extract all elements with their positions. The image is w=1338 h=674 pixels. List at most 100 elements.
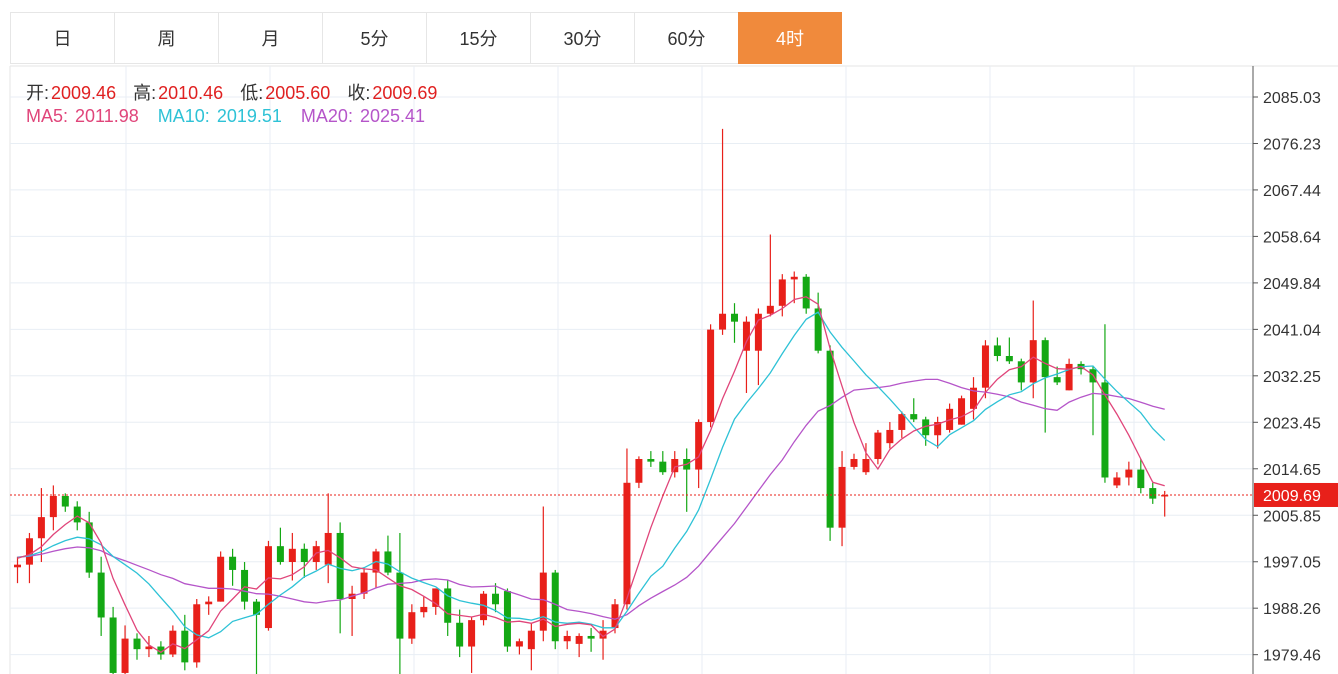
last-price-label: 2009.69 [1263,488,1321,505]
candle-body [1041,340,1049,378]
candle-body [886,429,894,444]
candle-body [1125,469,1133,478]
candle-body [611,604,619,629]
ma-readout: MA5: 2011.98 MA10: 2019.51 MA20: 2025.41 [26,106,429,127]
candle-body [898,414,906,430]
candle-body [635,459,643,483]
y-tick-label: 2032.25 [1263,369,1321,386]
ohlc-readout: 开: 2009.46 高: 2010.46 低: 2005.60 收: 2009.69 [26,79,439,105]
open-label: 开: [26,83,50,103]
candle-body [384,551,392,573]
ma5-line [17,296,1165,654]
close-label: 收: [347,83,371,103]
tab-30min[interactable]: 30分 [530,12,634,64]
candle-body [826,350,834,528]
candle-body [73,506,81,523]
candle-body [312,546,320,563]
open-value: 2009.46 [51,83,117,103]
candle-body [695,422,703,470]
ma10-value: 2019.51 [216,106,282,126]
low-label: 低: [240,83,264,103]
candle-body [790,276,798,280]
y-tick-label: 2058.64 [1263,229,1321,246]
candle-body [587,635,595,639]
candle-body [253,601,260,615]
close-value: 2009.69 [372,83,438,103]
y-tick-label: 2023.45 [1263,415,1321,432]
candle-body [264,546,272,629]
candle-body [766,305,774,314]
candle-body [838,466,846,528]
tab-4hour[interactable]: 4时 [738,12,842,64]
y-tick-label: 2067.44 [1263,183,1321,200]
candle-body [515,641,523,647]
candle-body [420,606,428,613]
tab-5min[interactable]: 5分 [322,12,426,64]
candle-body [1053,377,1061,383]
candle-body [551,572,559,642]
y-tick-label: 2076.23 [1263,136,1321,153]
tab-15min[interactable]: 15分 [426,12,530,64]
candle-body [157,646,165,655]
candle-body [575,635,583,644]
y-tick-label: 2041.04 [1263,322,1321,339]
candle-body [97,572,105,618]
candle-body [181,630,189,663]
candle-body [503,591,511,647]
y-tick-label: 2049.84 [1263,276,1321,293]
candle-body [49,495,57,518]
candle-body [121,638,129,673]
candle-body [922,419,930,436]
high-value: 2010.46 [158,83,224,103]
ma10-readout: MA10: 2019.51 [158,106,284,126]
candle-body [707,329,715,423]
candle-body [563,635,571,642]
candle-body [193,604,201,663]
candle-body [1137,469,1145,489]
ma5-value: 2011.98 [75,106,139,126]
candle-body [719,313,727,330]
candle-body [754,313,762,351]
candle-body [1029,340,1037,383]
tab-60min[interactable]: 60分 [634,12,738,64]
candle-body [1065,363,1073,391]
candle-body [981,345,989,388]
candle-body [527,630,535,650]
tab-day[interactable]: 日 [10,12,114,64]
candle-body [623,482,631,605]
candle-body [276,546,284,563]
ma10-line [17,311,1166,639]
candle-body [324,532,332,565]
candle-body [241,569,249,602]
candle-body [850,459,858,467]
tab-month[interactable]: 月 [218,12,322,64]
y-tick-label: 2085.03 [1263,90,1321,107]
candle-body [300,548,308,563]
candle-body [133,638,141,650]
candle-body [336,532,344,599]
y-tick-label: 2014.65 [1263,462,1321,479]
candle-body [229,556,237,570]
last-price-tag [1254,482,1338,507]
candle-body [217,556,225,602]
candle-body [958,398,966,425]
high-label: 高: [133,83,157,103]
candle-body [492,593,499,605]
candle-body [731,313,738,322]
y-tick-label: 1997.05 [1263,555,1321,572]
candle-body [802,276,810,309]
tab-week[interactable]: 周 [114,12,218,64]
candle-body [468,620,476,647]
candle-body [778,279,786,306]
candle-body [444,588,452,623]
candle-body [742,321,750,351]
candle-body [25,538,33,565]
candle-body [1017,361,1025,383]
candle-body [37,517,45,539]
ma20-readout: MA20: 2025.41 [301,106,427,126]
candle-body [814,308,822,351]
candle-body [432,588,440,607]
candle-body [874,432,882,460]
